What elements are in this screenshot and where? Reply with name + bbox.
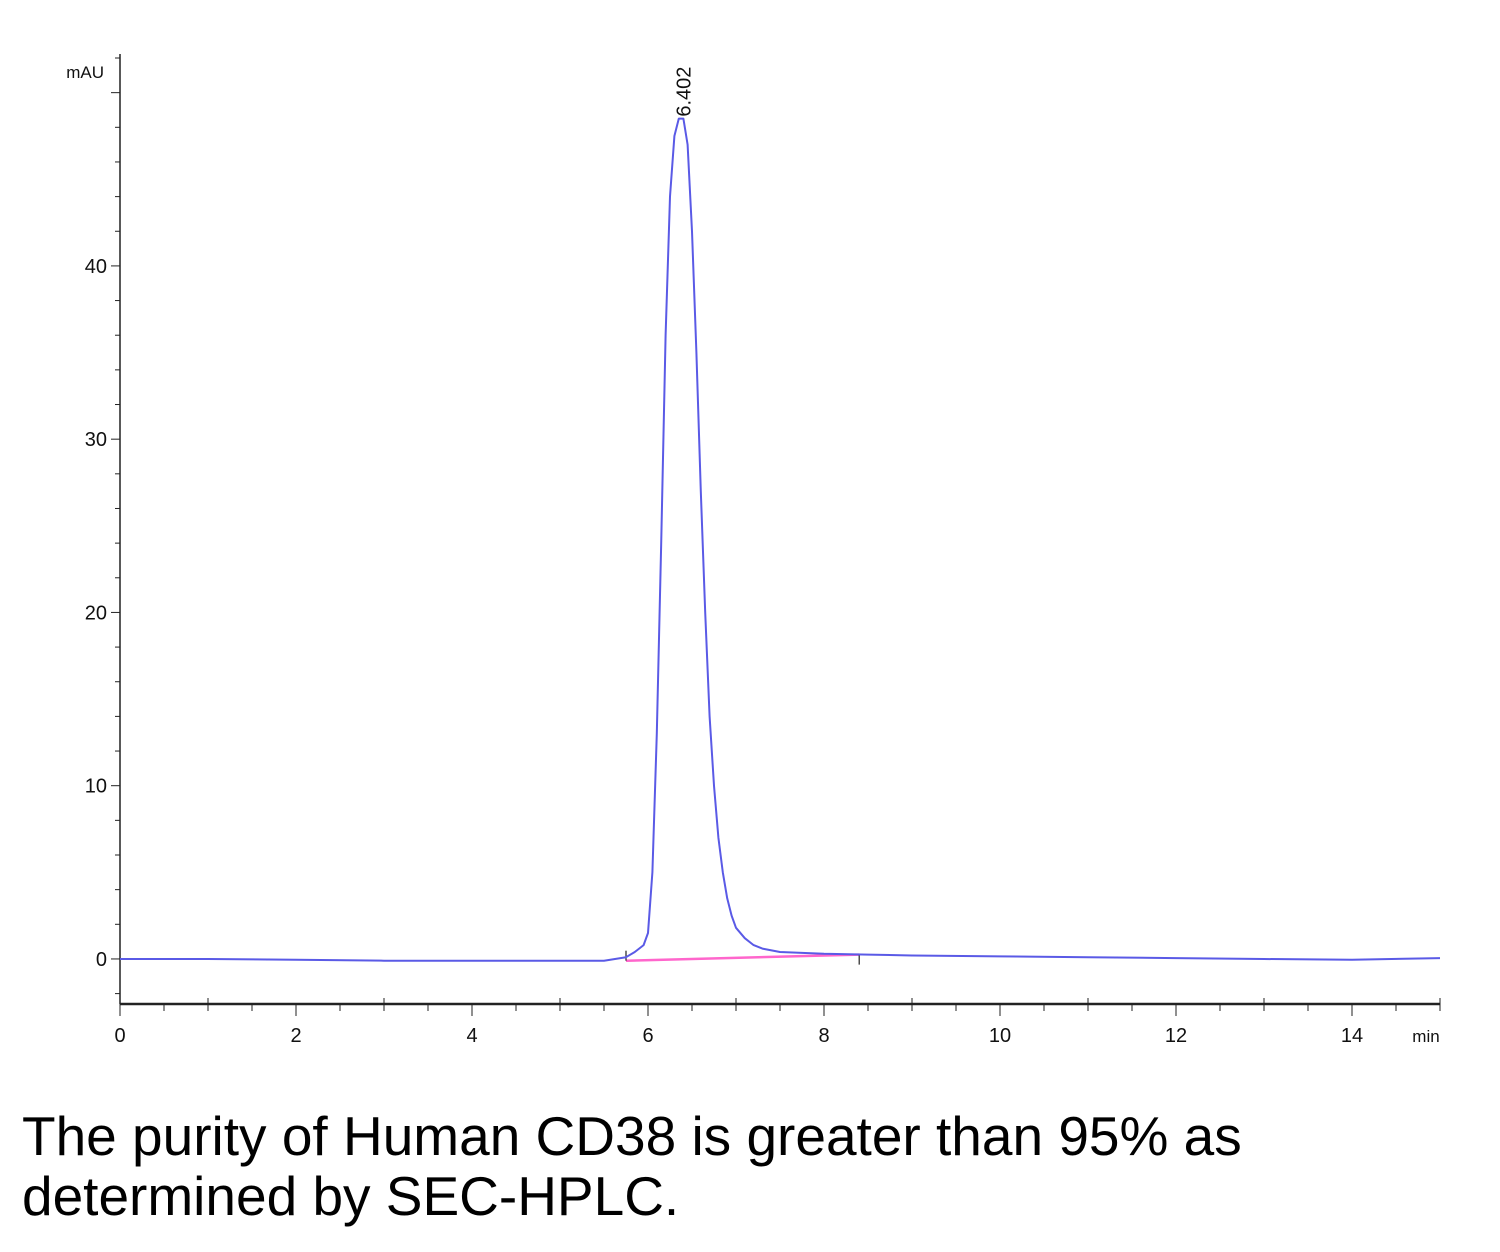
chart-caption: The purity of Human CD38 is greater than… [22,1105,1242,1227]
integration-baseline [625,950,860,965]
y-tick-label: 30 [85,429,107,451]
peak-retention-label: 6.402 [673,67,695,117]
x-tick-label: 8 [818,1025,829,1047]
chart-axes [111,54,1441,1016]
x-tick-label: 10 [989,1025,1011,1047]
baseline-line [625,953,860,962]
x-tick-label: 2 [290,1025,301,1047]
y-axis-unit: mAU [66,63,104,82]
x-tick-label: 4 [466,1025,477,1047]
x-tick-label: 6 [642,1025,653,1047]
chromatogram-trace [120,117,1441,962]
chromatogram-chart: 0 10 20 30 40 mAU 0 2 4 6 8 10 12 14 min 6.402 [66,54,1441,1047]
trace-line [120,117,1441,962]
y-tick-label: 20 [85,602,107,624]
x-tick-label: 12 [1165,1025,1187,1047]
y-tick-label: 40 [85,256,107,278]
x-tick-label: 0 [114,1025,125,1047]
x-tick-label: 14 [1341,1025,1363,1047]
axis-labels: 0 10 20 30 40 mAU 0 2 4 6 8 10 12 14 min 6.402 [66,63,1439,1047]
y-tick-label: 0 [96,949,107,971]
x-axis-unit: min [1412,1027,1439,1046]
y-tick-label: 10 [85,776,107,798]
